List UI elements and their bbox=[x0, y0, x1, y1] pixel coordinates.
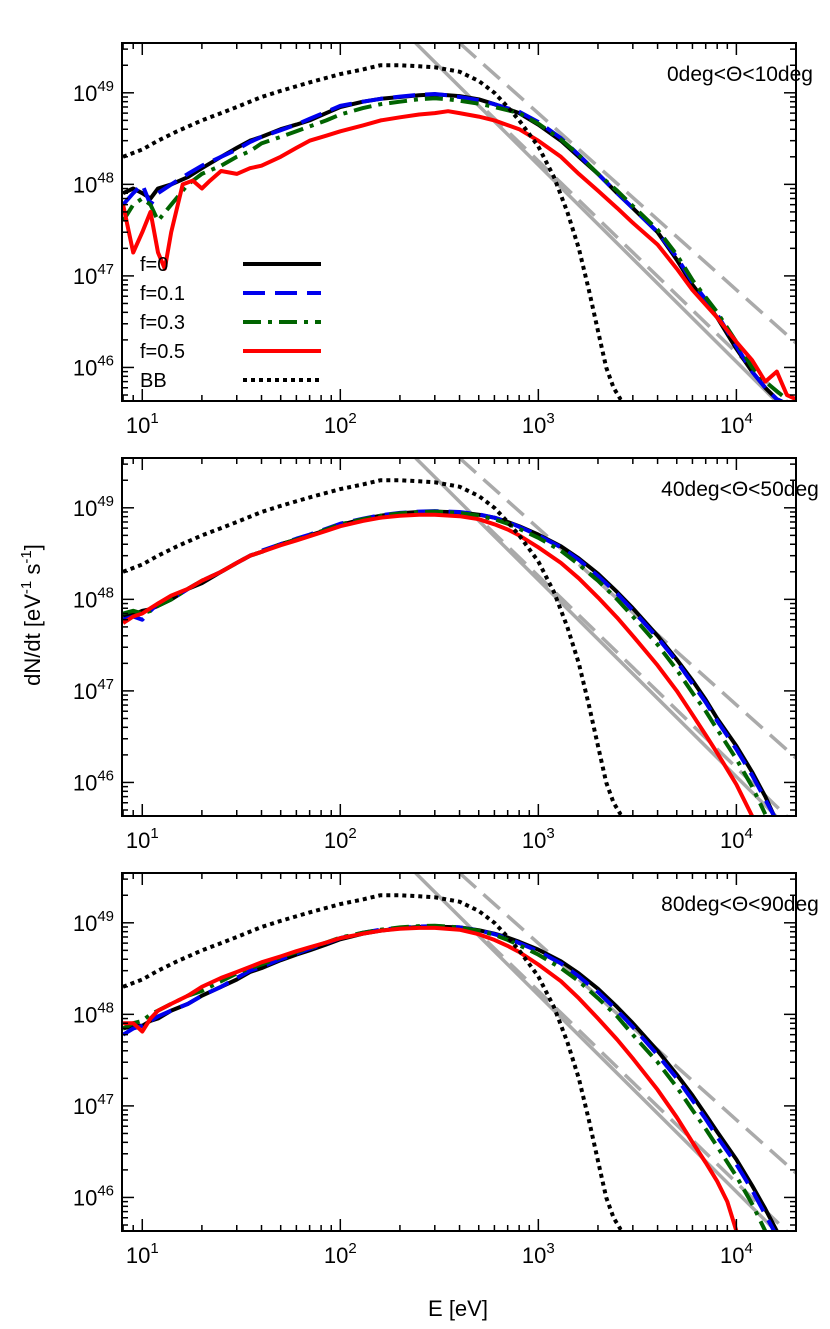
series-f-0 bbox=[122, 509, 776, 816]
series-f-0-3 bbox=[122, 923, 768, 1231]
x-tick-label: 102 bbox=[324, 1240, 357, 1268]
angle-range-label: 80deg<Θ<90deg bbox=[661, 893, 819, 916]
reference-line-7 bbox=[485, 939, 789, 1231]
series-f-0 bbox=[122, 924, 779, 1231]
x-tick-label: 104 bbox=[720, 825, 753, 853]
legend-label: f=0.5 bbox=[140, 341, 185, 363]
y-axis-title: dN/dt [eV-1 s-1] bbox=[18, 544, 45, 686]
panel-1: 101 102 103 104 1046 1047 1048 1049 0deg<Θ<10deg… bbox=[73, 42, 813, 438]
ticks bbox=[122, 873, 797, 1231]
series-f-0-5 bbox=[122, 512, 754, 816]
x-tick-label: 103 bbox=[522, 1240, 555, 1268]
x-tick-label: 104 bbox=[720, 1240, 753, 1268]
x-tick-label: 103 bbox=[522, 825, 555, 853]
y-tick-label: 1047 bbox=[73, 676, 114, 704]
y-tick-label: 1048 bbox=[73, 169, 114, 197]
series-f-0 bbox=[122, 92, 786, 401]
series-group bbox=[122, 873, 796, 1231]
ticks bbox=[122, 458, 797, 816]
panel-3: 101 102 103 104 1046 1047 1048 1049 80deg<Θ<90de… bbox=[73, 872, 819, 1268]
series-bb bbox=[122, 63, 627, 401]
x-tick-label: 104 bbox=[720, 410, 753, 438]
series-f-0-3 bbox=[122, 509, 768, 816]
y-tick-label: 1049 bbox=[73, 493, 114, 521]
x-tick-label: 102 bbox=[324, 410, 357, 438]
y-tick-label: 1048 bbox=[73, 999, 114, 1027]
panels: 101 102 103 104 1046 1047 1048 1049 0deg<Θ<10deg… bbox=[73, 42, 819, 1268]
series-f-0-5 bbox=[122, 109, 796, 401]
x-tick-label: 102 bbox=[324, 825, 357, 853]
x-tick-label: 103 bbox=[522, 410, 555, 438]
x-tick-label: 101 bbox=[126, 825, 159, 853]
y-tick-label: 1047 bbox=[73, 261, 114, 289]
series-bb bbox=[122, 893, 627, 1231]
legend-label: BB bbox=[140, 370, 167, 392]
series-f-0-3 bbox=[122, 96, 789, 401]
series-group bbox=[122, 43, 796, 401]
legend-label: f=0.3 bbox=[140, 312, 185, 334]
series-f-0-1 bbox=[122, 509, 776, 816]
series-bb bbox=[122, 478, 627, 816]
y-tick-label: 1047 bbox=[73, 1091, 114, 1119]
ticks bbox=[122, 43, 797, 401]
series-f-0-5 bbox=[123, 925, 739, 1231]
legend: f=0 f=0.1 f=0.3 f=0.5 BB bbox=[140, 254, 321, 392]
legend-label: f=0 bbox=[140, 254, 168, 276]
panel-2: 101 102 103 104 1046 1047 1048 1049 40deg<Θ<50de… bbox=[73, 457, 819, 853]
y-tick-label: 1048 bbox=[73, 584, 114, 612]
x-tick-label: 101 bbox=[126, 410, 159, 438]
y-tick-label: 1046 bbox=[73, 767, 114, 795]
angle-range-label: 0deg<Θ<10deg bbox=[667, 63, 813, 86]
y-tick-label: 1049 bbox=[73, 78, 114, 106]
reference-line-8 bbox=[414, 43, 779, 401]
x-tick-label: 101 bbox=[126, 1240, 159, 1268]
reference-line-6 bbox=[458, 43, 796, 345]
y-tick-label: 1046 bbox=[73, 1182, 114, 1210]
y-tick-label: 1049 bbox=[73, 908, 114, 936]
y-tick-label: 1046 bbox=[73, 352, 114, 380]
legend-label: f=0.1 bbox=[140, 283, 185, 305]
series-group bbox=[122, 458, 796, 816]
series-f-0-1 bbox=[122, 924, 776, 1231]
x-axis-title: E [eV] bbox=[428, 1296, 488, 1321]
angle-range-label: 40deg<Θ<50deg bbox=[661, 478, 819, 501]
series-f-0-1 bbox=[122, 92, 786, 401]
